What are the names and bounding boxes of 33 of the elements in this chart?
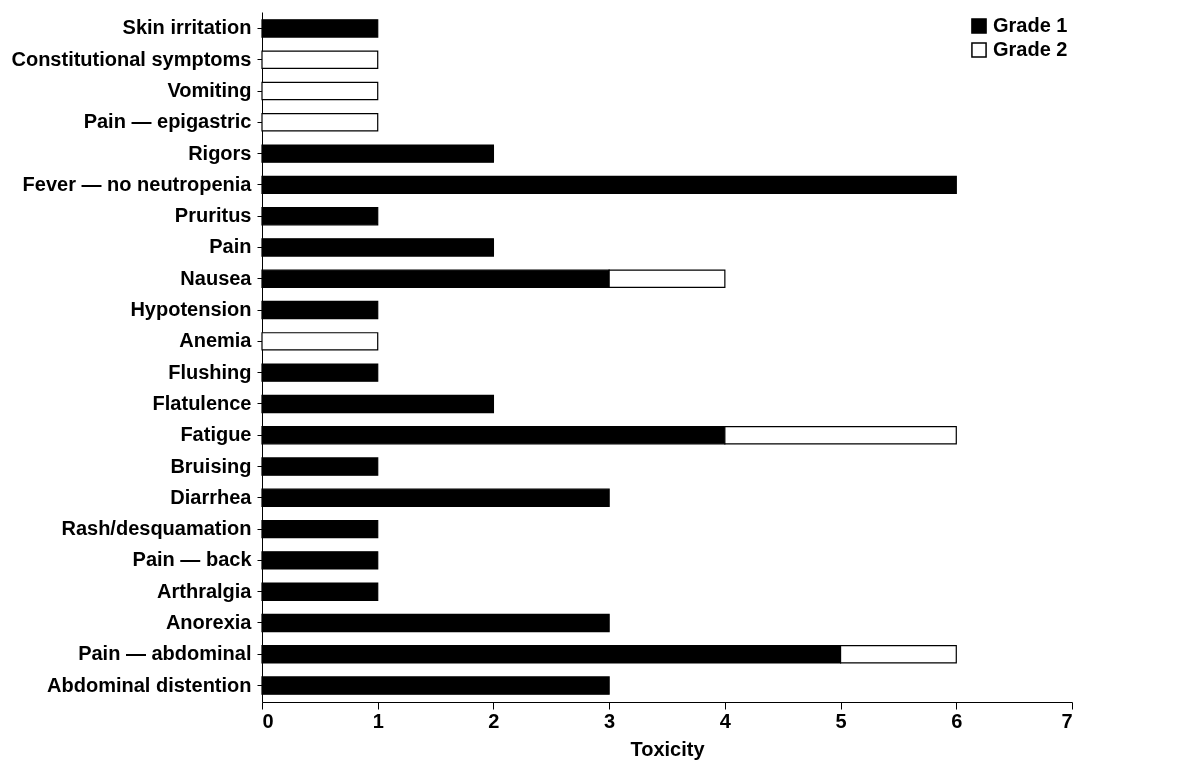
y-tick-label: Nausea <box>180 266 253 289</box>
y-tick-label: Fatigue <box>180 423 252 446</box>
legend-label: Grade 2 <box>993 38 1068 60</box>
y-tick-label: Constitutional symptoms <box>11 47 252 70</box>
x-tick-label: 3 <box>604 709 616 732</box>
y-tick-label: Rigors <box>188 141 252 164</box>
y-tick-label: Bruising <box>170 454 252 477</box>
y-tick-label: Pain — abdominal <box>78 642 252 665</box>
x-tick-label: 0 <box>262 709 274 732</box>
x-axis-title: Toxicity <box>630 737 706 760</box>
y-tick-label: Pruritus <box>174 204 252 227</box>
y-tick-label: Arthralgia <box>157 579 253 602</box>
y-tick-label: Abdominal distention <box>47 673 252 696</box>
y-tick-label: Pain — epigastric <box>83 110 252 133</box>
y-tick-label: Fever — no neutropenia <box>22 172 253 195</box>
x-tick-label: 5 <box>835 709 847 732</box>
x-tick-label: 2 <box>488 709 500 732</box>
y-tick-label: Pain — back <box>132 548 253 571</box>
y-tick-label: Flatulence <box>152 391 252 414</box>
x-tick-label: 4 <box>719 709 732 732</box>
y-tick-label: Pain <box>209 235 252 258</box>
y-tick-label: Skin irritation <box>122 16 252 39</box>
y-tick-label: Anemia <box>179 329 253 352</box>
x-tick-label: 1 <box>372 709 384 732</box>
y-tick-label: Anorexia <box>165 610 253 633</box>
y-tick-label: Flushing <box>168 360 252 383</box>
y-tick-label: Rash/desquamation <box>61 517 252 540</box>
x-tick-label: 6 <box>951 709 963 732</box>
x-tick-label: 7 <box>1061 709 1073 732</box>
y-tick-label: Diarrhea <box>170 485 253 508</box>
legend-label: Grade 1 <box>993 14 1068 36</box>
y-tick-label: Vomiting <box>167 79 252 102</box>
y-tick-label: Hypotension <box>130 298 252 321</box>
